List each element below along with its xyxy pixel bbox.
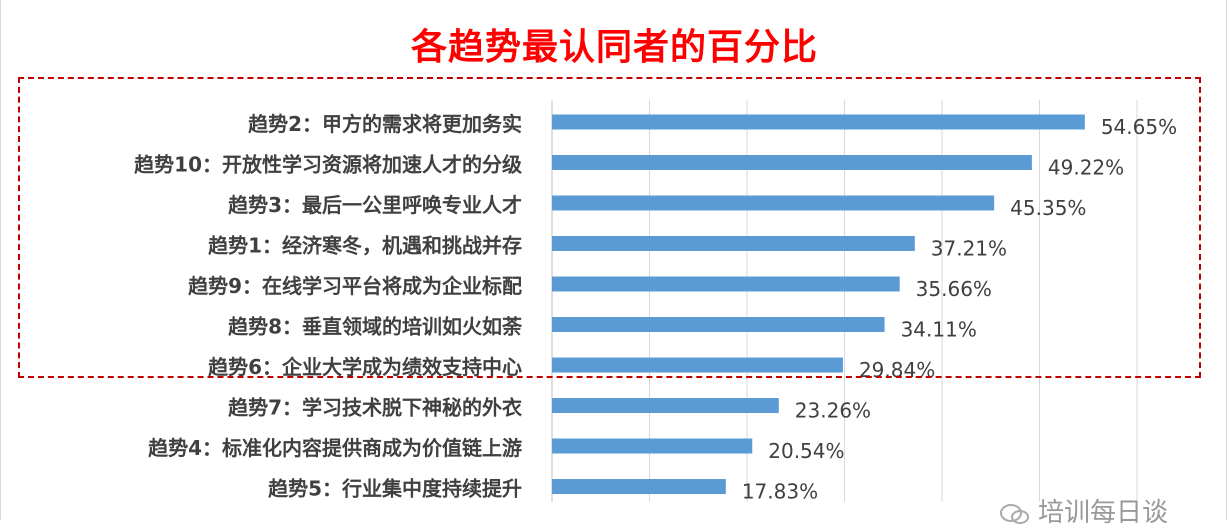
category-label: 趋势8：垂直领域的培训如火如荼 — [228, 315, 523, 339]
data-label: 23.26% — [795, 399, 871, 423]
category-label: 趋势5：行业集中度持续提升 — [268, 477, 522, 501]
data-label: 54.65% — [1101, 115, 1177, 139]
data-label: 20.54% — [768, 439, 844, 463]
category-label: 趋势9：在线学习平台将成为企业标配 — [188, 274, 522, 298]
bar — [552, 317, 885, 332]
category-label: 趋势4：标准化内容提供商成为价值链上游 — [148, 436, 522, 460]
data-label: 35.66% — [916, 277, 992, 301]
data-label: 17.83% — [742, 480, 818, 504]
bar — [552, 276, 900, 292]
bar — [552, 398, 779, 413]
category-label: 趋势6：企业大学成为绩效支持中心 — [208, 355, 522, 379]
data-label: 34.11% — [901, 318, 977, 342]
data-label: 49.22% — [1048, 156, 1124, 180]
bar — [552, 155, 1032, 170]
watermark: 培训每日谈 — [1000, 492, 1168, 529]
data-label: 37.21% — [931, 237, 1007, 261]
wechat-icon — [1000, 503, 1029, 524]
data-label: 45.35% — [1010, 196, 1086, 220]
bar — [552, 357, 843, 373]
bar — [552, 236, 915, 251]
category-label: 趋势1：经济寒冬，机遇和挑战并存 — [208, 234, 522, 258]
bar — [552, 479, 726, 494]
category-label: 趋势10：开放性学习资源将加速人才的分级 — [134, 153, 522, 177]
category-label: 趋势7：学习技术脱下神秘的外衣 — [228, 396, 522, 420]
highlight-box — [18, 77, 1201, 378]
bar — [552, 195, 995, 211]
watermark-text: 培训每日谈 — [1038, 498, 1169, 528]
bar — [552, 438, 753, 454]
data-label: 29.84% — [859, 358, 935, 382]
category-label: 趋势3：最后一公里呼唤专业人才 — [228, 193, 522, 217]
bar — [552, 114, 1085, 130]
category-label: 趋势2：甲方的需求将更加务实 — [248, 112, 522, 136]
chart-title: 各趋势最认同者的百分比 — [410, 27, 818, 68]
